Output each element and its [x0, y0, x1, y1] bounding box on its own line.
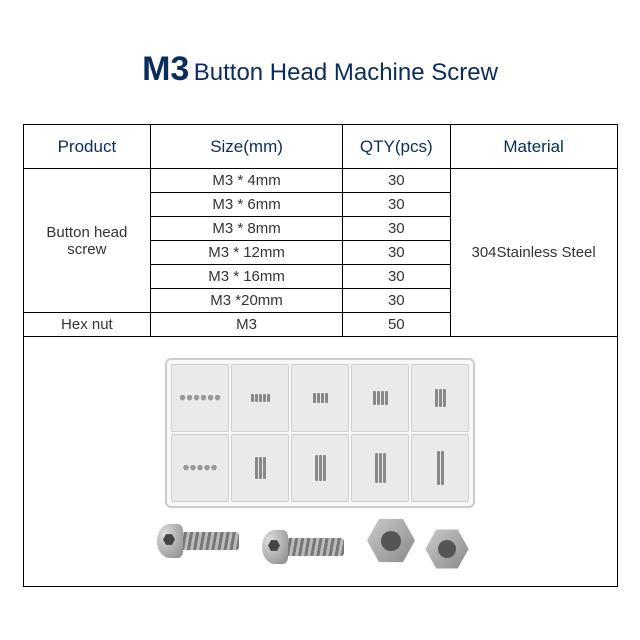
image-row: [23, 337, 617, 587]
table-header-row: Product Size(mm) QTY(pcs) Material: [23, 125, 617, 169]
spec-table: Product Size(mm) QTY(pcs) Material Butto…: [23, 124, 618, 587]
cell-qty: 30: [342, 241, 450, 265]
header-product: Product: [23, 125, 151, 169]
title-main: M3: [142, 50, 189, 88]
cell-qty: 30: [342, 169, 450, 193]
product-image: [34, 347, 607, 576]
cell-size: M3 * 16mm: [151, 265, 343, 289]
cell-size: M3: [151, 313, 343, 337]
cell-qty: 50: [342, 313, 450, 337]
cell-size: M3 * 12mm: [151, 241, 343, 265]
header-qty: QTY(pcs): [342, 125, 450, 169]
product-image-cell: [23, 337, 617, 587]
cell-qty: 30: [342, 265, 450, 289]
header-size: Size(mm): [151, 125, 343, 169]
cell-size: M3 * 4mm: [151, 169, 343, 193]
screw-icon: [262, 522, 347, 572]
closeup-icons: [157, 516, 483, 566]
table-row: Button head screw M3 * 4mm 30 304Stainle…: [23, 169, 617, 193]
nut-icon: [425, 527, 468, 570]
nut-icon: [367, 517, 415, 565]
page-title: M3 Button Head Machine Screw: [142, 50, 498, 89]
cell-size: M3 * 6mm: [151, 193, 343, 217]
cell-size: M3 * 8mm: [151, 217, 343, 241]
screw-icon: [157, 516, 242, 566]
header-material: Material: [450, 125, 617, 169]
cell-size: M3 *20mm: [151, 289, 343, 313]
cell-product-group: Button head screw: [23, 169, 151, 313]
cell-qty: 30: [342, 193, 450, 217]
cell-product-hexnut: Hex nut: [23, 313, 151, 337]
screw-tray-icon: [165, 358, 475, 508]
cell-qty: 30: [342, 289, 450, 313]
cell-qty: 30: [342, 217, 450, 241]
cell-material: 304Stainless Steel: [450, 169, 617, 337]
title-sub: Button Head Machine Screw: [194, 59, 498, 86]
